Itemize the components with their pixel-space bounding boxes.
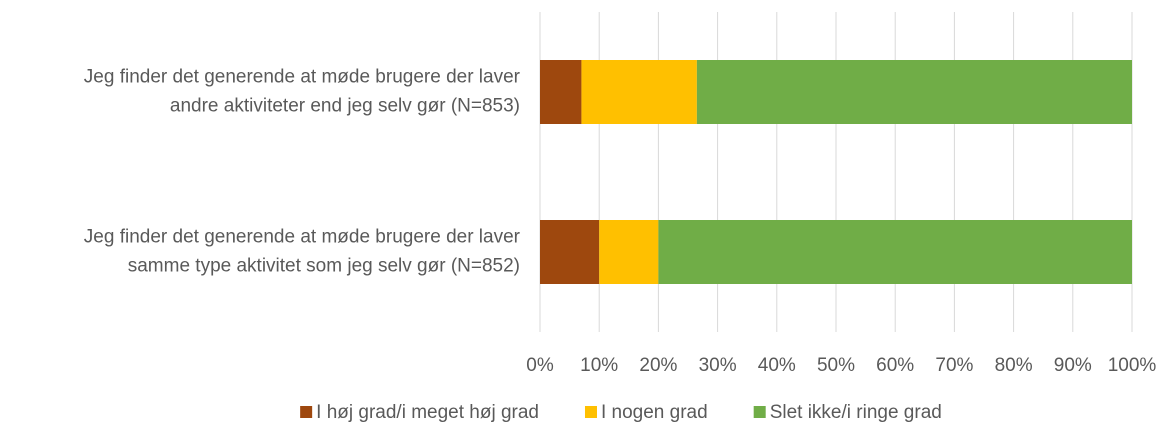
x-tick-label: 70% <box>935 355 973 376</box>
x-tick-label: 100% <box>1108 355 1157 376</box>
category-label: Jeg finder det generende at møde brugere… <box>84 227 521 248</box>
x-tick-label: 30% <box>699 355 737 376</box>
legend-swatch <box>753 406 766 418</box>
x-tick-label: 50% <box>817 355 855 376</box>
bar-segment <box>658 220 1132 284</box>
x-tick-label: 20% <box>639 355 677 376</box>
x-tick-label: 60% <box>876 355 914 376</box>
legend-label: I nogen grad <box>601 402 708 423</box>
category-label: andre aktiviteter end jeg selv gør (N=85… <box>170 96 520 117</box>
bar-segment <box>696 60 1132 124</box>
bar-segment <box>581 60 697 124</box>
bar-segment <box>599 220 659 284</box>
category-label: Jeg finder det generende at møde brugere… <box>84 67 521 88</box>
bar-segment <box>540 60 582 124</box>
bar-segment <box>540 220 600 284</box>
legend-swatch <box>584 406 597 418</box>
x-tick-label: 10% <box>580 355 618 376</box>
category-label: samme type aktivitet som jeg selv gør (N… <box>128 256 520 277</box>
x-tick-label: 80% <box>995 355 1033 376</box>
x-tick-label: 0% <box>526 355 554 376</box>
legend-label: I høj grad/i meget høj grad <box>316 402 539 423</box>
legend-swatch <box>300 406 313 418</box>
legend-label: Slet ikke/i ringe grad <box>770 402 942 423</box>
x-tick-label: 40% <box>758 355 796 376</box>
x-tick-label: 90% <box>1054 355 1092 376</box>
